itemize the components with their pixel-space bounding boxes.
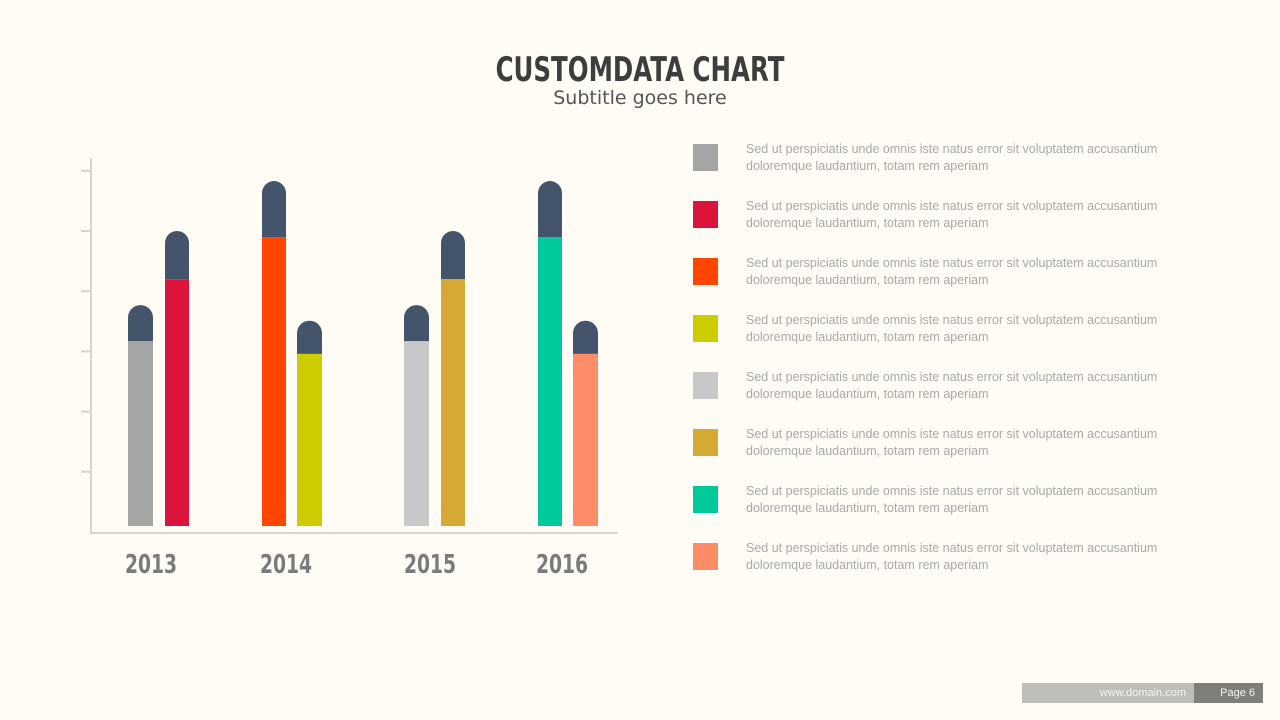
- bar-cap: [538, 181, 562, 238]
- legend-swatch: [693, 543, 718, 570]
- legend-text: Sed ut perspiciatis unde omnis iste natu…: [746, 369, 1246, 403]
- bar-cap: [404, 305, 429, 342]
- legend-text-line1: Sed ut perspiciatis unde omnis iste natu…: [746, 427, 1158, 441]
- x-tick-label: 2014: [260, 550, 312, 580]
- bar-cap: [128, 305, 153, 342]
- bar-2013-series-1: [128, 305, 153, 526]
- bar-value: [165, 279, 189, 526]
- x-tick-labels: 2013 2014 2015 2016: [125, 550, 588, 580]
- legend-text-line1: Sed ut perspiciatis unde omnis iste natu…: [746, 256, 1158, 270]
- legend-item: Sed ut perspiciatis unde omnis iste natu…: [693, 483, 1253, 525]
- bar-2013-series-2: [165, 231, 189, 526]
- bar-value: [297, 353, 322, 526]
- legend-text: Sed ut perspiciatis unde omnis iste natu…: [746, 198, 1246, 232]
- legend-item: Sed ut perspiciatis unde omnis iste natu…: [693, 540, 1253, 582]
- legend-text-line2: doloremque laudantium, totam rem aperiam: [746, 387, 989, 401]
- x-tick-label: 2013: [125, 550, 177, 580]
- bar-value: [262, 237, 286, 527]
- x-tick-label: 2015: [404, 550, 456, 580]
- bar-value: [441, 279, 465, 526]
- legend-text-line2: doloremque laudantium, totam rem aperiam: [746, 558, 989, 572]
- bar-2016-series-8: [573, 320, 598, 526]
- bar-cap: [262, 181, 286, 238]
- legend-text: Sed ut perspiciatis unde omnis iste natu…: [746, 426, 1246, 460]
- legend-swatch: [693, 201, 718, 228]
- bar-value: [573, 353, 598, 526]
- legend-item: Sed ut perspiciatis unde omnis iste natu…: [693, 369, 1253, 411]
- legend-text-line2: doloremque laudantium, totam rem aperiam: [746, 444, 989, 458]
- legend-text: Sed ut perspiciatis unde omnis iste natu…: [746, 312, 1246, 346]
- legend-item: Sed ut perspiciatis unde omnis iste natu…: [693, 426, 1253, 468]
- legend-text-line1: Sed ut perspiciatis unde omnis iste natu…: [746, 142, 1158, 156]
- page-title: CUSTOMDATA CHART: [495, 50, 785, 90]
- legend-swatch: [693, 486, 718, 513]
- bar-chart: 2013 2014 2015 2016: [81, 158, 618, 580]
- legend-swatch: [693, 429, 718, 456]
- legend-item: Sed ut perspiciatis unde omnis iste natu…: [693, 141, 1253, 183]
- bar-cap: [165, 231, 189, 280]
- legend-text: Sed ut perspiciatis unde omnis iste natu…: [746, 141, 1246, 175]
- bar-value: [404, 341, 429, 526]
- footer-website: www.domain.com: [1022, 683, 1194, 703]
- legend-text: Sed ut perspiciatis unde omnis iste natu…: [746, 255, 1246, 289]
- legend-swatch: [693, 144, 718, 171]
- bar-value: [538, 237, 562, 527]
- bar-2014-series-3: [262, 181, 286, 527]
- legend-item: Sed ut perspiciatis unde omnis iste natu…: [693, 198, 1253, 240]
- legend-text-line1: Sed ut perspiciatis unde omnis iste natu…: [746, 370, 1158, 384]
- legend-text-line1: Sed ut perspiciatis unde omnis iste natu…: [746, 313, 1158, 327]
- legend-text-line1: Sed ut perspiciatis unde omnis iste natu…: [746, 199, 1158, 213]
- bar-2015-series-6: [441, 231, 465, 526]
- chart-axes: [90, 158, 618, 534]
- legend-text-line2: doloremque laudantium, totam rem aperiam: [746, 330, 989, 344]
- legend-text-line1: Sed ut perspiciatis unde omnis iste natu…: [746, 541, 1158, 555]
- footer-page-number: Page 6: [1194, 683, 1263, 703]
- legend-text: Sed ut perspiciatis unde omnis iste natu…: [746, 540, 1246, 574]
- bar-cap: [441, 231, 465, 280]
- legend-swatch: [693, 372, 718, 399]
- legend-swatch: [693, 315, 718, 342]
- legend-item: Sed ut perspiciatis unde omnis iste natu…: [693, 255, 1253, 297]
- legend-text-line2: doloremque laudantium, totam rem aperiam: [746, 273, 989, 287]
- legend-text-line2: doloremque laudantium, totam rem aperiam: [746, 159, 989, 173]
- bar-cap: [573, 320, 598, 354]
- legend-swatch: [693, 258, 718, 285]
- bar-value: [128, 341, 153, 526]
- x-tick-label: 2016: [536, 550, 588, 580]
- bar-2015-series-5: [404, 305, 429, 526]
- legend-item: Sed ut perspiciatis unde omnis iste natu…: [693, 312, 1253, 354]
- legend-text: Sed ut perspiciatis unde omnis iste natu…: [746, 483, 1246, 517]
- bar-2014-series-4: [297, 320, 322, 526]
- legend-text-line2: doloremque laudantium, totam rem aperiam: [746, 501, 989, 515]
- bars: [128, 181, 598, 527]
- y-ticks: [81, 169, 91, 473]
- legend-text-line1: Sed ut perspiciatis unde omnis iste natu…: [746, 484, 1158, 498]
- bar-2016-series-7: [538, 181, 562, 527]
- legend-text-line2: doloremque laudantium, totam rem aperiam: [746, 216, 989, 230]
- page-subtitle: Subtitle goes here: [553, 87, 727, 109]
- bar-cap: [297, 320, 322, 354]
